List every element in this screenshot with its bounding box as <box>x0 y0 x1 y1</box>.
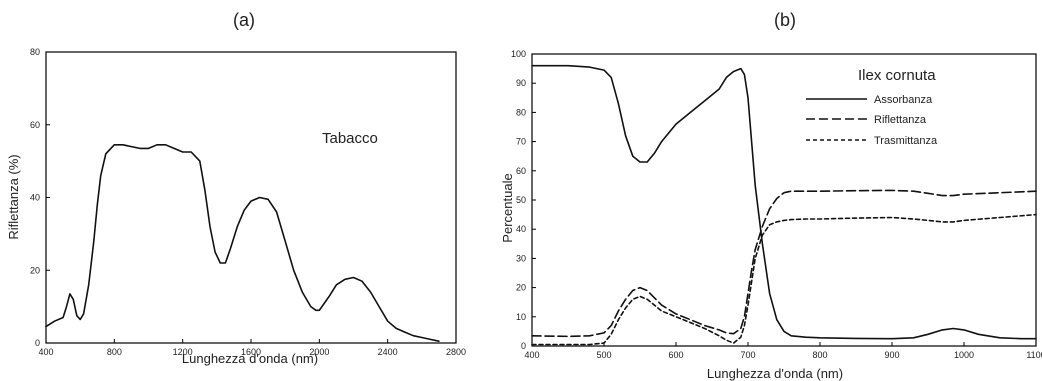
panel-b-y-tick-label: 80 <box>516 107 526 117</box>
panel-a-x-tick-label: 1600 <box>241 347 261 357</box>
panel-b-x-tick-label: 700 <box>740 350 755 360</box>
panel-a-plot-frame <box>45 51 457 344</box>
legend-label-trasmittanza: Trasmittanza <box>874 135 938 147</box>
panel-b-x-tick-label: 900 <box>884 350 899 360</box>
panel-b-y-tick-label: 30 <box>516 253 526 263</box>
panel-b-label: (b) <box>774 10 796 30</box>
panel-b-y-tick-label: 50 <box>516 195 526 205</box>
panel-a-x-tick-label: 2800 <box>446 347 466 357</box>
panel-b-y-tick-label: 20 <box>516 283 526 293</box>
panel-a-y-tick-label: 20 <box>30 265 40 275</box>
panel-b-line-trasmittanza <box>531 213 1037 346</box>
panel-a-annotation: Tabacco <box>322 130 378 147</box>
panel-a-label: (a) <box>233 10 255 30</box>
panel-a-y-tick-label: 80 <box>30 47 40 57</box>
panel-b-y-tick-label: 10 <box>516 312 526 322</box>
panel-b-y-tick-label: 60 <box>516 166 526 176</box>
panel-b-x-tick-label: 500 <box>596 350 611 360</box>
panel-a-x-tick-label: 2400 <box>378 347 398 357</box>
panel-b-x-tick-label: 400 <box>524 350 539 360</box>
legend-label-assorbanza: Assorbanza <box>874 94 933 106</box>
panel-b-chart-title: Ilex cornuta <box>858 67 936 84</box>
panel-b-y-tick-label: 90 <box>516 78 526 88</box>
panel-b-x-tick-label: 600 <box>668 350 683 360</box>
panel-b-x-tick-label: 800 <box>812 350 827 360</box>
panel-a: (a) Lunghezza d'onda (nm) Riflettanza (%… <box>6 10 457 366</box>
panel-a-x-axis-title: Lunghezza d'onda (nm) <box>182 351 318 366</box>
panel-b-y-tick-label: 100 <box>511 49 526 59</box>
panel-a-line-series-0 <box>45 144 440 343</box>
panel-b-line-riflettanza <box>531 189 1037 338</box>
panel-b-line-assorbanza <box>531 64 1037 340</box>
panel-b-y-axis-title: Percentuale <box>500 173 515 242</box>
panel-a-x-tick-label: 2000 <box>309 347 329 357</box>
panel-a-y-tick-label: 40 <box>30 193 40 203</box>
panel-a-y-tick-label: 60 <box>30 120 40 130</box>
panel-b-y-tick-label: 70 <box>516 137 526 147</box>
panel-b-y-tick-label: 40 <box>516 224 526 234</box>
panel-a-y-axis-title: Riflettanza (%) <box>6 154 21 239</box>
panel-b-plot-frame <box>531 53 1037 347</box>
panel-a-x-tick-label: 400 <box>38 347 53 357</box>
legend-label-riflettanza: Riflettanza <box>874 114 927 126</box>
panel-b-y-tick-label: 0 <box>521 341 526 351</box>
panel-b-legend: Assorbanza Riflettanza Trasmittanza <box>806 94 938 147</box>
panel-b: (b) Lunghezza d'onda (nm) Percentuale Il… <box>500 10 1037 381</box>
panel-b-x-tick-label: 1000 <box>954 350 974 360</box>
panel-b-x-axis-title: Lunghezza d'onda (nm) <box>707 366 843 381</box>
panel-a-x-tick-label: 800 <box>107 347 122 357</box>
panel-a-x-tick-label: 1200 <box>173 347 193 357</box>
panel-a-y-tick-label: 0 <box>35 338 40 348</box>
